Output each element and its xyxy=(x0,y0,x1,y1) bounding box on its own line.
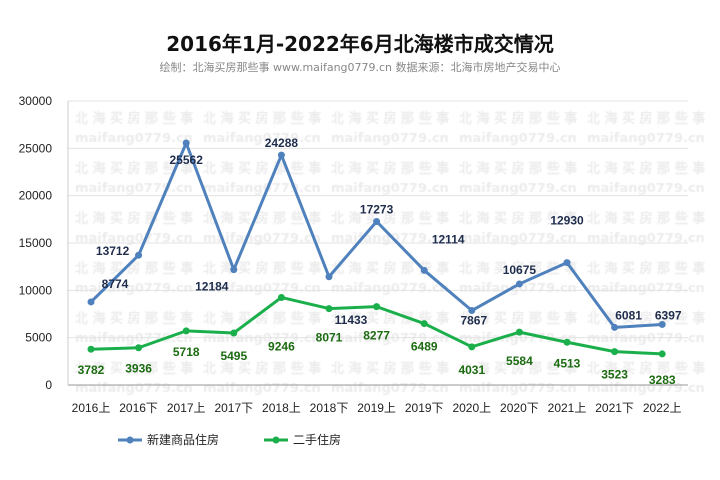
data-point xyxy=(515,280,523,288)
x-tick-label: 2017下 xyxy=(214,401,253,415)
chart-subtitle: 绘制：北海买房那些事 www.maifang0779.cn 数据来源：北海市房地… xyxy=(159,61,561,74)
y-tick-label: 5000 xyxy=(25,331,52,345)
x-tick-label: 2016上 xyxy=(72,401,111,415)
data-label: 13712 xyxy=(96,244,130,258)
data-label: 12184 xyxy=(195,280,229,294)
legend-label: 新建商品住房 xyxy=(147,432,219,447)
y-tick-label: 0 xyxy=(45,378,52,392)
data-label: 6081 xyxy=(615,308,642,322)
data-point xyxy=(373,303,381,311)
data-label: 5584 xyxy=(506,354,533,368)
data-point xyxy=(135,344,143,352)
data-label: 17273 xyxy=(360,202,394,216)
data-label: 3936 xyxy=(125,362,152,376)
data-point xyxy=(277,151,285,159)
data-label: 24288 xyxy=(265,136,299,150)
data-point xyxy=(135,251,143,259)
data-point xyxy=(325,305,333,313)
data-label: 10675 xyxy=(503,263,537,277)
series-line-1 xyxy=(89,141,663,329)
data-point xyxy=(230,266,238,274)
data-label: 4031 xyxy=(458,363,485,377)
data-point xyxy=(468,307,476,315)
data-label: 4513 xyxy=(554,356,581,370)
data-point xyxy=(325,273,333,281)
data-label: 5495 xyxy=(220,349,247,363)
data-point xyxy=(373,217,381,225)
x-tick-label: 2020上 xyxy=(452,401,491,415)
data-point xyxy=(563,259,571,267)
x-tick-label: 2021下 xyxy=(595,401,634,415)
x-tick-label: 2020下 xyxy=(500,401,539,415)
data-point xyxy=(611,323,619,331)
data-point xyxy=(420,320,428,328)
y-tick-label: 20000 xyxy=(19,189,53,203)
data-point xyxy=(182,139,190,147)
data-point xyxy=(658,350,666,358)
data-label: 3782 xyxy=(78,363,105,377)
y-tick-label: 25000 xyxy=(19,141,53,155)
data-point xyxy=(87,298,95,306)
data-point xyxy=(468,343,476,351)
data-label: 3283 xyxy=(649,373,676,387)
data-label: 6489 xyxy=(411,340,438,354)
data-label: 25562 xyxy=(170,153,204,167)
x-tick-label: 2017上 xyxy=(167,401,206,415)
data-point xyxy=(277,293,285,301)
data-point xyxy=(182,327,190,335)
data-point xyxy=(420,266,428,274)
y-tick-label: 15000 xyxy=(19,236,53,250)
x-tick-label: 2016下 xyxy=(119,401,158,415)
data-label: 11433 xyxy=(335,313,368,327)
data-label: 6397 xyxy=(655,308,682,322)
x-tick-label: 2021上 xyxy=(548,401,587,415)
data-label: 9246 xyxy=(268,339,295,353)
x-tick-label: 2022上 xyxy=(643,401,682,415)
data-label: 8774 xyxy=(102,277,129,291)
data-point xyxy=(563,338,571,346)
data-point xyxy=(658,320,666,328)
data-label: 3523 xyxy=(601,368,628,382)
data-label: 8277 xyxy=(363,329,390,343)
legend-marker xyxy=(126,436,134,444)
legend-label: 二手住房 xyxy=(293,432,341,447)
legend-marker xyxy=(272,436,280,444)
x-tick-label: 2019下 xyxy=(405,401,444,415)
data-label: 12114 xyxy=(432,232,465,246)
chart-title: 2016年1月-2022年6月北海楼市成交情况 xyxy=(166,32,554,56)
data-label: 12930 xyxy=(550,214,584,228)
data-point xyxy=(515,328,523,336)
data-label: 5718 xyxy=(173,345,200,359)
y-tick-label: 10000 xyxy=(19,283,53,297)
data-point xyxy=(611,348,619,356)
data-label: 8071 xyxy=(316,331,343,345)
data-point xyxy=(230,329,238,337)
x-tick-label: 2018下 xyxy=(310,401,349,415)
y-tick-label: 30000 xyxy=(19,94,53,108)
data-point xyxy=(87,345,95,353)
x-tick-label: 2019上 xyxy=(357,401,396,415)
x-tick-label: 2018上 xyxy=(262,401,301,415)
data-label: 7867 xyxy=(460,314,487,328)
